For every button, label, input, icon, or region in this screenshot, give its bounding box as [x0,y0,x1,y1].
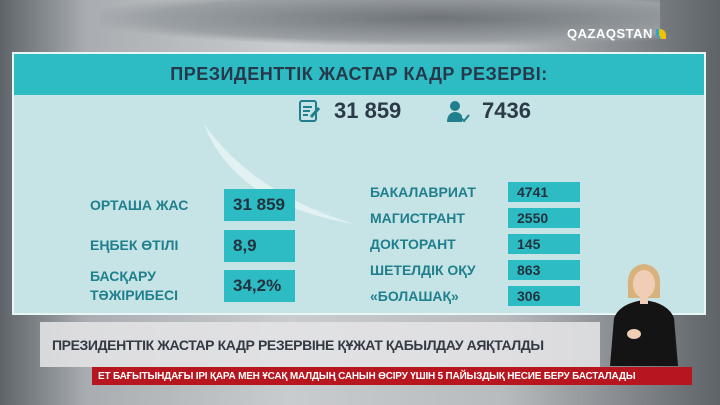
panel-title: ПРЕЗИДЕНТТІК ЖАСТАР КАДР РЕЗЕРВІ: [14,54,704,95]
news-caption: ПРЕЗИДЕНТТІК ЖАСТАР КАДР РЕЗЕРВІНЕ ҚҰЖАТ… [40,322,600,367]
education-value: 2550 [508,208,580,228]
applications-stat: 31 859 [298,98,401,124]
education-value: 4741 [508,182,580,202]
education-value: 145 [508,234,580,254]
metric-label: БАСҚАРУ ТӘЖІРИБЕСІ [90,268,179,303]
channel-logo: QAZAQSTAN [567,26,666,41]
education-label: ШЕТЕЛДІК ОҚУ [370,262,476,278]
channel-logo-text: QAZAQSTAN [567,26,653,41]
metric-label: ОРТАША ЖАС [90,197,189,213]
map-backdrop [100,0,660,45]
applications-value: 31 859 [334,98,402,123]
approved-value: 7436 [482,98,531,123]
education-label: БАКАЛАВРИАТ [370,184,476,200]
education-value: 306 [508,286,580,306]
metric-value: 8,9 [224,230,295,262]
metric-value: 34,2% [224,270,295,302]
news-ticker: ЕТ БАҒЫТЫНДАҒЫ ІРІ ҚАРА МЕН ҰСАҚ МАЛДЫҢ … [92,367,692,385]
info-panel: ПРЕЗИДЕНТТІК ЖАСТАР КАДР РЕЗЕРВІ: 31 859… [12,52,706,315]
sign-language-interpreter [610,264,678,366]
education-label: МАГИСТРАНТ [370,210,465,226]
document-edit-icon [299,100,321,122]
metric-label: ЕҢБЕК ӨТІЛІ [90,237,179,253]
education-label: «БОЛАШАҚ» [370,288,459,304]
education-label: ДОКТОРАНТ [370,236,456,252]
user-check-icon [447,101,470,123]
education-value: 863 [508,260,580,280]
approved-stat: 7436 [446,98,531,124]
metric-value: 31 859 [224,189,295,221]
logo-mark-icon [655,28,666,39]
